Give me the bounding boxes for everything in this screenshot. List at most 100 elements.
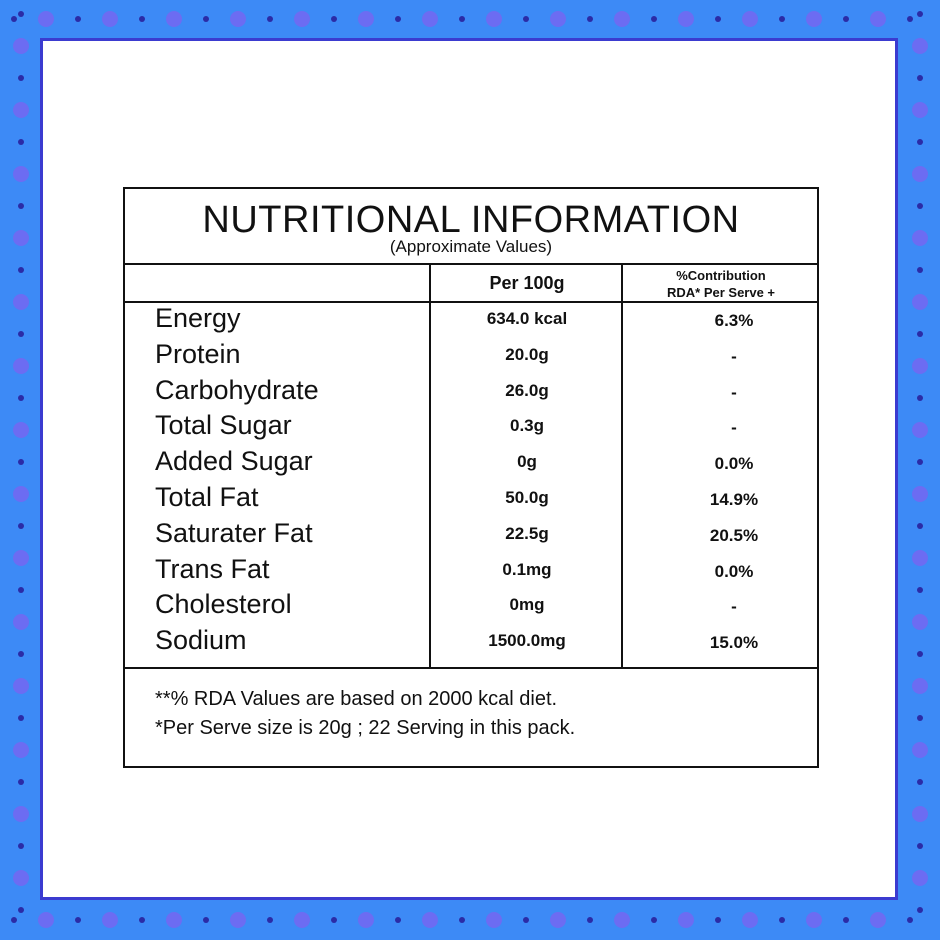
decor-dot [18, 459, 24, 465]
rda-value: 6.3% [714, 311, 754, 330]
decor-dot [912, 614, 928, 630]
rda-value: 0.0% [714, 561, 754, 581]
decor-dot [912, 742, 928, 758]
decor-dot [18, 843, 24, 849]
decor-dot [18, 267, 24, 273]
decor-dot [917, 523, 923, 529]
subtitle: (Approximate Values) [389, 237, 553, 256]
decor-dot [18, 715, 24, 721]
decor-dot [912, 230, 928, 246]
decor-dot [13, 742, 29, 758]
rda-value: 14.9% [709, 490, 759, 509]
decor-dot [917, 331, 923, 337]
row-label: Sodium [155, 625, 247, 656]
rda-value: 15.0% [709, 633, 759, 653]
decor-dot [18, 779, 24, 785]
decor-dot [75, 917, 81, 923]
decor-dot [917, 715, 923, 721]
decor-dot [912, 678, 928, 694]
decor-dot [715, 16, 721, 22]
per-100g-value: 26.0g [505, 380, 549, 400]
decor-dot [779, 917, 785, 923]
decor-dot [779, 16, 785, 22]
decor-dot [358, 11, 374, 27]
column-header: %Contribution [676, 268, 766, 283]
decor-dot [13, 550, 29, 566]
decor-dot [18, 331, 24, 337]
decor-dot [907, 16, 913, 22]
decor-dot [395, 16, 401, 22]
nutrition-table: NUTRITIONAL INFORMATION (Approximate Val… [123, 187, 819, 768]
per-100g-value: 0mg [509, 595, 545, 615]
decor-dot [651, 16, 657, 22]
decor-dot [917, 11, 923, 17]
decor-dot [917, 779, 923, 785]
decor-dot [18, 203, 24, 209]
decor-dot [917, 139, 923, 145]
decor-dot [18, 907, 24, 913]
decor-dot [13, 614, 29, 630]
per-100g-value: 0.1mg [502, 559, 552, 579]
decor-dot [870, 11, 886, 27]
row-label: Cholesterol [155, 589, 292, 620]
decor-dot [38, 11, 54, 27]
decor-dot [459, 917, 465, 923]
decor-dot [13, 166, 29, 182]
decor-dot [614, 11, 630, 27]
decor-dot [18, 75, 24, 81]
decor-dot [912, 806, 928, 822]
decor-dot [166, 912, 182, 928]
decor-dot [13, 422, 29, 438]
decor-dot [267, 917, 273, 923]
rda-value: 0.0% [714, 454, 754, 474]
decor-dot [230, 912, 246, 928]
decor-dot [912, 422, 928, 438]
decor-dot [102, 11, 118, 27]
decor-dot [230, 11, 246, 27]
decor-dot [523, 16, 529, 22]
decor-dot [917, 459, 923, 465]
decor-dot [742, 11, 758, 27]
decor-dot [75, 16, 81, 22]
decor-dot [13, 486, 29, 502]
row-label: Total Sugar [155, 410, 292, 441]
per-100g-value: 0.3g [509, 416, 545, 436]
decor-dot [38, 912, 54, 928]
decor-dot [422, 11, 438, 27]
decor-dot [742, 912, 758, 928]
rule [621, 263, 623, 669]
decor-dot [13, 294, 29, 310]
decor-dot [18, 11, 24, 17]
decor-dot [139, 917, 145, 923]
decor-dot [843, 917, 849, 923]
per-100g-value: 20.0g [505, 344, 549, 364]
decor-dot [587, 16, 593, 22]
decor-dot [459, 16, 465, 22]
decor-dot [486, 11, 502, 27]
decor-dot [912, 550, 928, 566]
decor-dot [550, 912, 566, 928]
rda-value: - [731, 597, 737, 617]
rule [125, 301, 817, 303]
decor-dot [523, 917, 529, 923]
decor-dot [18, 651, 24, 657]
row-label: Carbohydrate [155, 374, 319, 405]
rule [125, 667, 817, 669]
decor-dot [678, 912, 694, 928]
row-label: Saturater Fat [155, 517, 313, 548]
rda-value: - [731, 346, 737, 366]
decor-dot [907, 917, 913, 923]
decor-dot [18, 587, 24, 593]
column-header: Per 100g [489, 273, 565, 293]
decor-dot [917, 651, 923, 657]
decor-dot [395, 917, 401, 923]
rda-value: - [731, 382, 737, 402]
decor-dot [917, 75, 923, 81]
decor-dot [203, 16, 209, 22]
decor-dot [18, 139, 24, 145]
decor-dot [11, 917, 17, 923]
decor-dot [13, 38, 29, 54]
decor-dot [422, 912, 438, 928]
decor-dot [18, 523, 24, 529]
